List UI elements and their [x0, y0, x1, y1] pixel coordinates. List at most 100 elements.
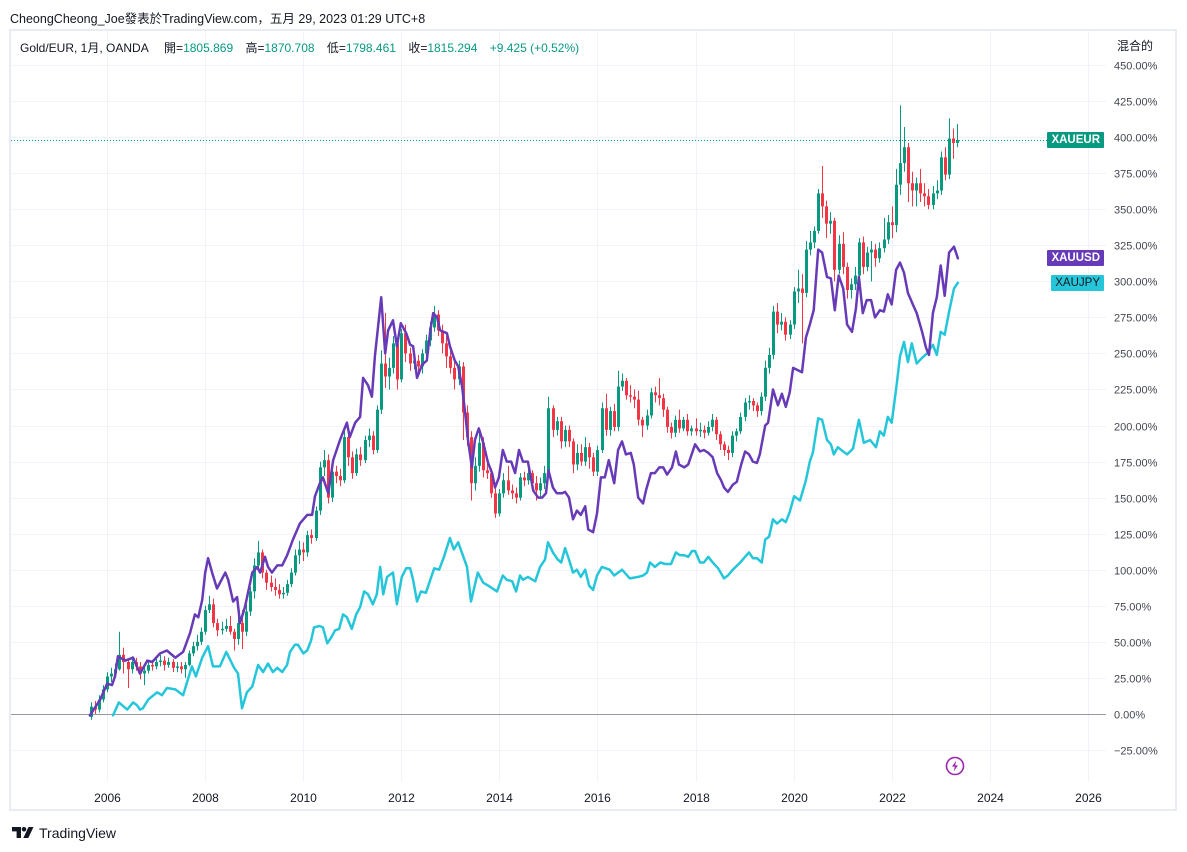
candle-body — [899, 163, 902, 185]
candle — [883, 217, 886, 253]
candle-body — [139, 666, 142, 674]
candle-body — [372, 435, 375, 451]
candle-body — [915, 183, 918, 191]
candle-body — [347, 437, 350, 458]
candle-body — [539, 483, 542, 491]
candle-body — [388, 367, 391, 377]
candle — [723, 441, 726, 456]
candle — [253, 558, 256, 599]
candle — [270, 575, 273, 592]
candle — [584, 437, 587, 466]
candle-body — [221, 628, 224, 631]
candle-body — [793, 291, 796, 325]
y-tick-label: 300.00% — [1114, 277, 1158, 289]
lightning-icon[interactable] — [945, 756, 965, 776]
candle-body — [319, 467, 322, 511]
symbol-legend[interactable]: Gold/EUR, 1月, OANDA 開=1805.869 高=1870.70… — [20, 39, 579, 56]
candle — [789, 320, 792, 340]
candle — [221, 621, 224, 635]
candle — [192, 641, 195, 657]
candle — [474, 457, 477, 491]
candle-body — [858, 242, 861, 276]
candle-body — [637, 399, 640, 420]
candle-body — [445, 343, 448, 357]
candle-body — [784, 321, 787, 335]
candle — [188, 650, 191, 667]
candle — [556, 416, 559, 436]
candle — [592, 452, 595, 477]
candle-body — [760, 396, 763, 412]
y-tick-label: 125.00% — [1114, 530, 1158, 542]
legend-symbol[interactable]: Gold/EUR, 1月, OANDA — [20, 41, 149, 55]
y-tick-label: 425.00% — [1114, 97, 1158, 109]
candle-body — [331, 471, 334, 498]
candle-body — [686, 419, 689, 432]
candle-body — [441, 330, 444, 344]
candle — [711, 413, 714, 432]
candle — [319, 461, 322, 515]
candle — [294, 549, 297, 576]
candle-body — [184, 664, 187, 670]
candle — [605, 393, 608, 436]
candle-body — [633, 396, 636, 400]
price-scale-mode-label[interactable]: 混合的 — [1117, 39, 1154, 53]
y-tick-label: 275.00% — [1114, 313, 1158, 325]
candle — [813, 226, 816, 249]
candle — [543, 465, 546, 489]
candle — [572, 438, 575, 474]
candle — [772, 305, 775, 360]
x-tick-label: 2006 — [94, 791, 121, 805]
candle-body — [159, 660, 162, 663]
candle — [625, 377, 628, 400]
candle-body — [208, 604, 211, 611]
candle — [180, 662, 183, 674]
candle — [784, 317, 787, 341]
y-tick-label: 325.00% — [1114, 241, 1158, 253]
candle-body — [805, 249, 808, 293]
candle-body — [535, 483, 538, 491]
legend-low: 低=1798.461 — [327, 41, 396, 55]
candle — [821, 165, 824, 218]
legend-open-value: 1805.869 — [183, 41, 234, 55]
candle-body — [617, 386, 620, 427]
time-scale[interactable]: 2006 2008 2010 2012 2014 2016 2018 2020 2022 2024… — [94, 791, 1102, 805]
price-scale[interactable]: 450.00% 425.00% 400.00% 375.00% 350.00% 325.0… — [1114, 61, 1158, 758]
candle-body — [257, 552, 260, 566]
candle — [110, 667, 113, 683]
candle — [163, 656, 166, 671]
candle — [793, 287, 796, 329]
candle — [364, 435, 367, 464]
candle — [866, 246, 869, 272]
candle-body — [641, 419, 644, 426]
candle-body — [359, 454, 362, 461]
candle-body — [588, 447, 591, 458]
candle-body — [650, 392, 653, 416]
candle-body — [241, 623, 244, 632]
candle — [739, 412, 742, 435]
candle-body — [552, 408, 555, 430]
candle — [621, 373, 624, 391]
y-tick-label: 150.00% — [1114, 494, 1158, 506]
chart-frame — [9, 29, 1177, 811]
candle — [707, 421, 710, 436]
candle-body — [519, 477, 522, 498]
candle-body — [842, 243, 845, 267]
candle-body — [850, 284, 853, 290]
candle — [212, 598, 215, 628]
candle — [936, 180, 939, 200]
candle-body — [711, 419, 714, 427]
x-tick-label: 2012 — [388, 791, 415, 805]
candle-body — [695, 428, 698, 432]
candle — [278, 584, 281, 599]
candle — [441, 324, 444, 354]
candle — [494, 487, 497, 518]
series-tag-xaujpy: XAUJPY — [1051, 275, 1104, 291]
candle-body — [502, 480, 505, 494]
y-tick-label: 100.00% — [1114, 566, 1158, 578]
tradingview-footer[interactable]: TradingView — [12, 824, 116, 842]
candle-body — [176, 666, 179, 668]
candle — [940, 151, 943, 195]
candle — [323, 450, 326, 477]
y-tick-label: 75.00% — [1114, 602, 1152, 614]
